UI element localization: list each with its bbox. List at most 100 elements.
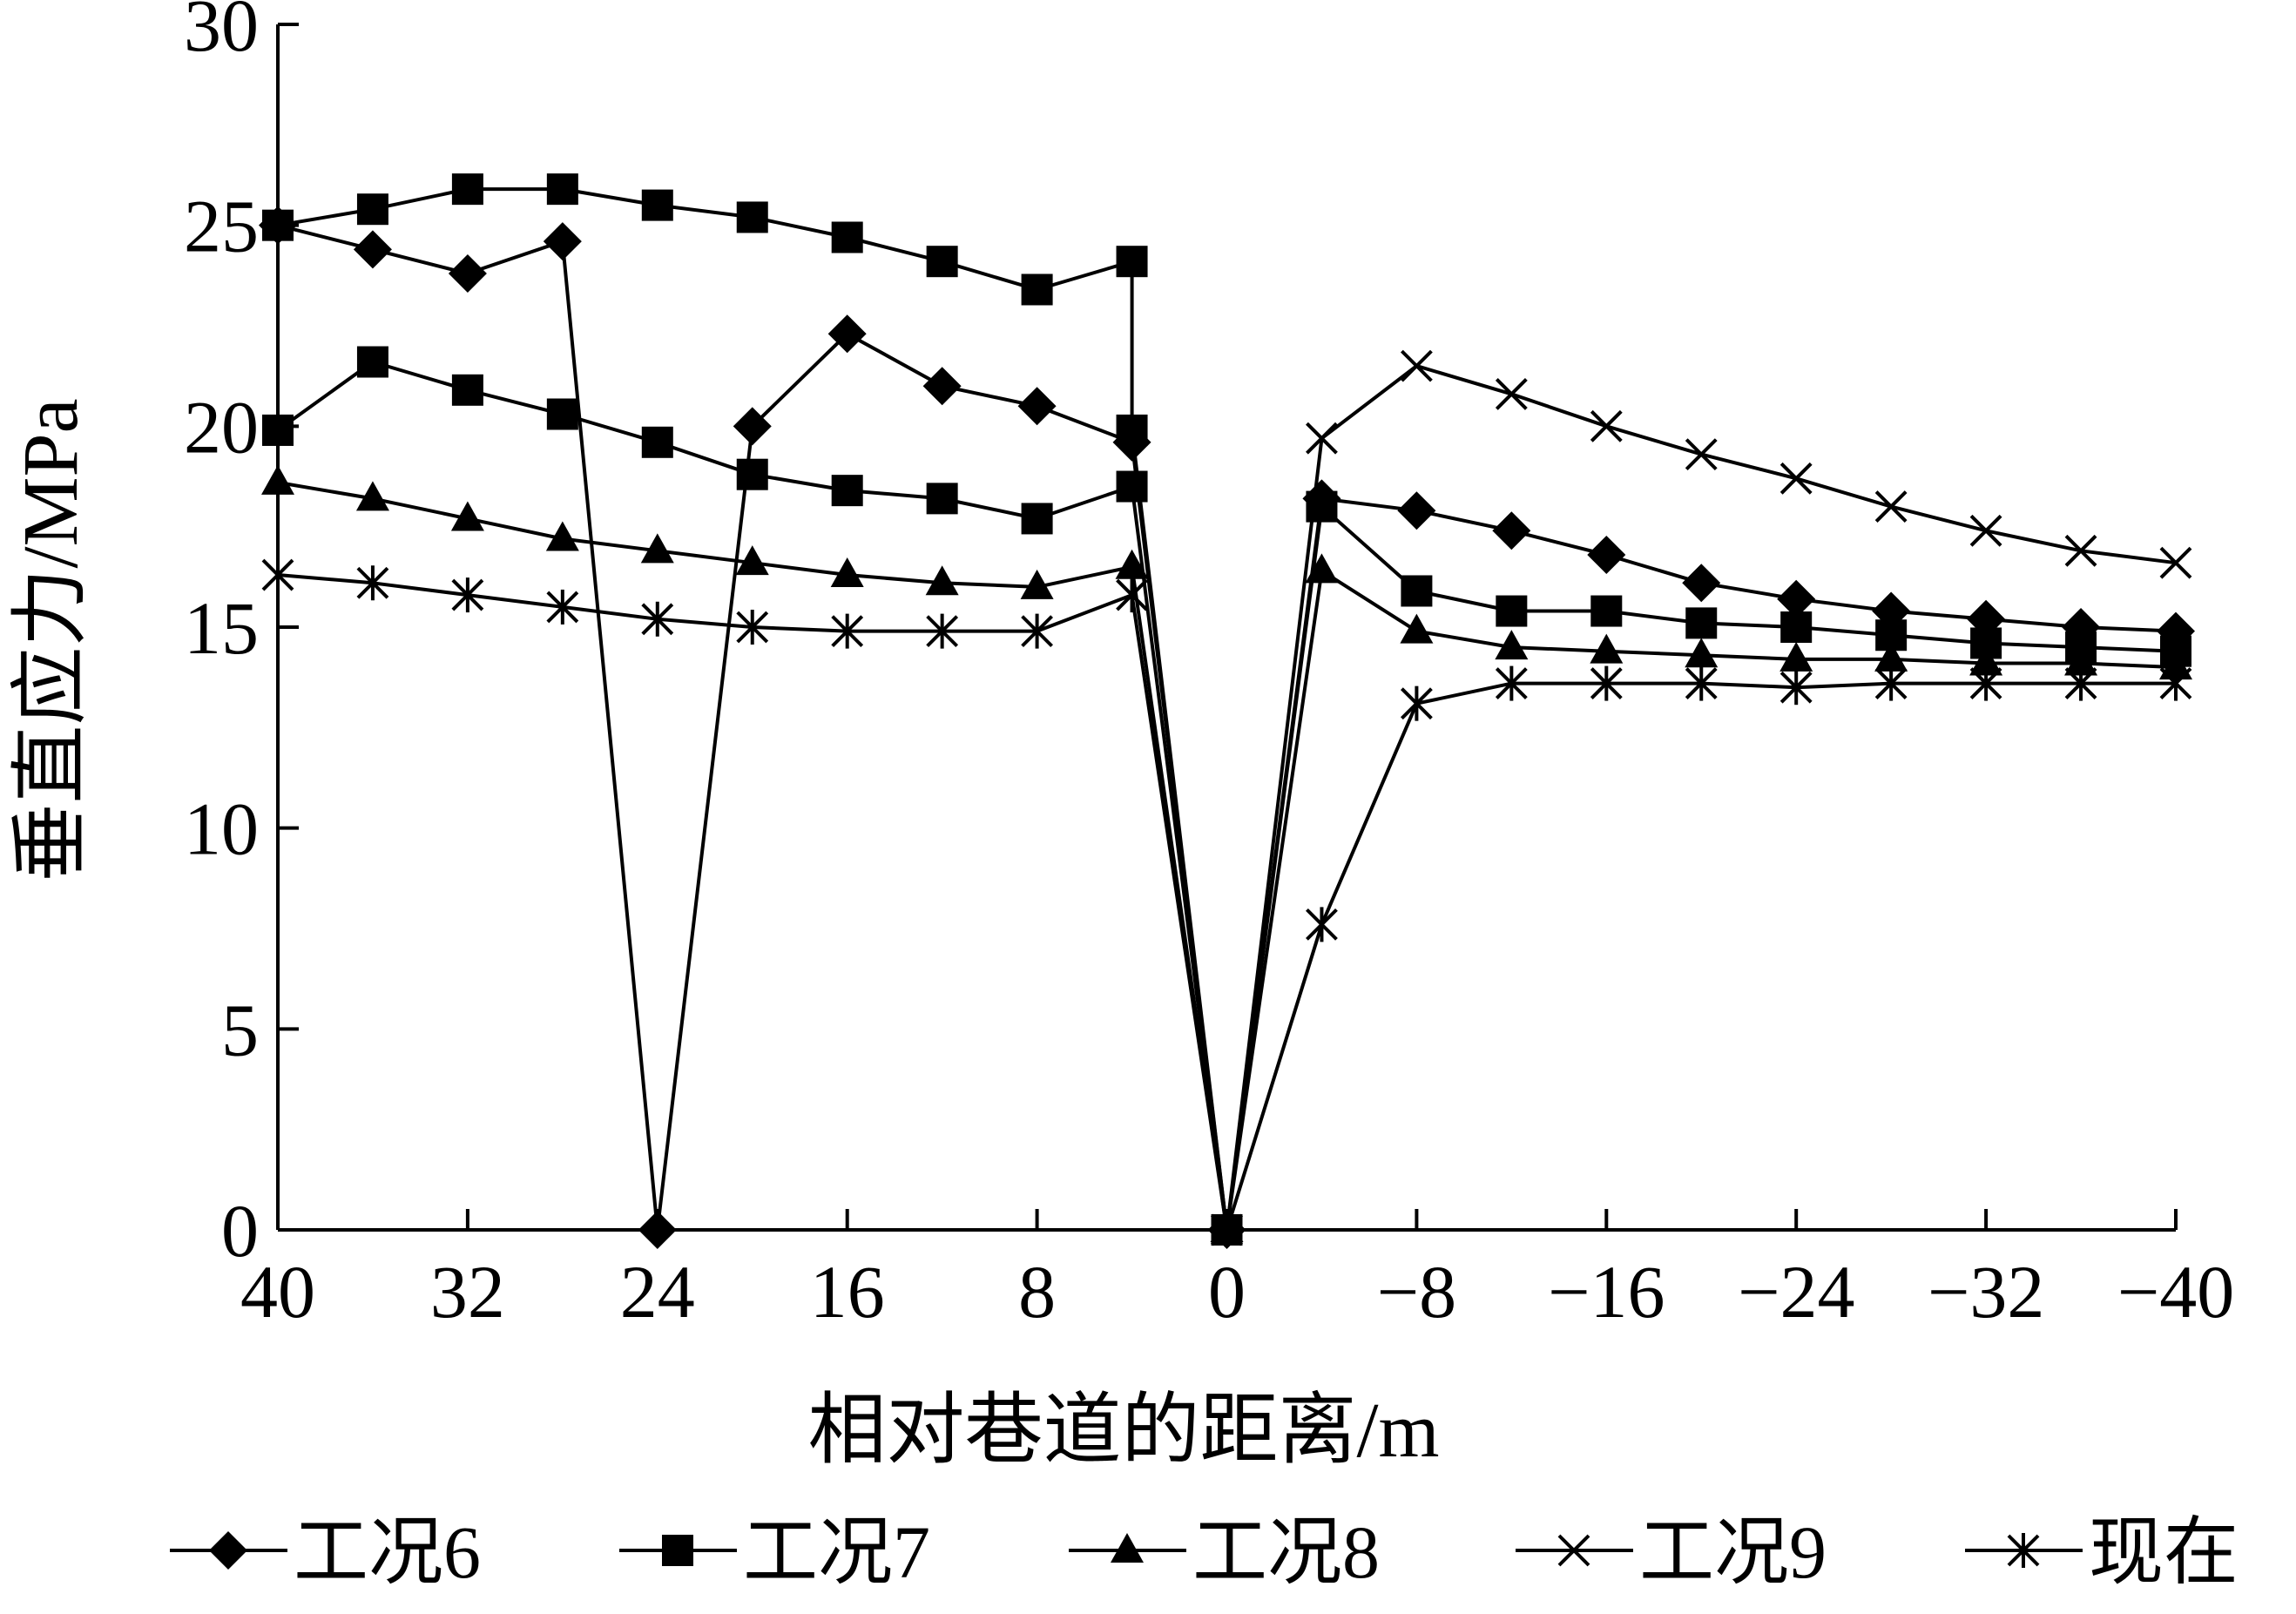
data-point xyxy=(641,189,673,221)
data-point xyxy=(1021,613,1054,649)
legend-marker xyxy=(1111,1533,1144,1563)
data-point xyxy=(831,475,863,507)
data-point xyxy=(1874,641,1908,672)
data-point xyxy=(831,613,864,649)
data-point xyxy=(1021,503,1053,535)
data-point xyxy=(451,577,484,613)
x-tick-label: 40 xyxy=(240,1250,315,1334)
data-point xyxy=(641,601,674,637)
legend-label: 工况8 xyxy=(1192,1510,1380,1594)
series-markers xyxy=(259,173,2195,1249)
data-point xyxy=(926,246,958,278)
legend: 工况6 工况7 工况8 工况9 现在 xyxy=(170,1510,2239,1594)
data-point xyxy=(546,398,578,430)
data-point xyxy=(1496,595,1528,627)
data-point xyxy=(827,314,867,354)
series-line-2-lower xyxy=(276,360,2177,1232)
data-point xyxy=(2159,665,2192,701)
data-point xyxy=(2064,665,2097,701)
data-point xyxy=(922,367,962,406)
x-tick-label: 0 xyxy=(1208,1250,1246,1334)
data-point xyxy=(448,254,487,294)
data-point xyxy=(926,613,959,649)
data-point xyxy=(1495,378,1528,410)
data-point xyxy=(736,201,768,233)
data-point xyxy=(1306,490,1338,523)
data-point xyxy=(1021,274,1053,306)
data-point xyxy=(831,221,863,253)
data-point xyxy=(546,173,578,206)
data-point xyxy=(1400,613,1434,644)
data-point xyxy=(1685,438,1718,471)
legend-label: 工况6 xyxy=(294,1510,481,1594)
data-point xyxy=(830,557,864,588)
data-point xyxy=(1116,414,1148,446)
legend-label: 工况9 xyxy=(1639,1510,1827,1594)
legend-item: 工况9 xyxy=(1516,1510,1827,1594)
x-tick-label: 24 xyxy=(620,1250,695,1334)
x-tick-label: −16 xyxy=(1548,1250,1665,1334)
y-tick-label: 15 xyxy=(184,586,259,670)
data-point xyxy=(1779,641,1813,672)
data-point xyxy=(545,521,579,551)
data-point xyxy=(1969,645,2003,676)
x-tick-label: −40 xyxy=(2117,1250,2235,1334)
data-point xyxy=(1400,349,1433,382)
x-axis-label: 相对巷道的距离/m xyxy=(807,1388,1439,1474)
data-point xyxy=(1590,633,1624,664)
data-point xyxy=(736,458,768,490)
data-point xyxy=(735,545,769,576)
legend-marker xyxy=(1557,1534,1590,1567)
y-axis-label: 垂直应力/MPa xyxy=(8,398,94,881)
data-point xyxy=(733,407,772,446)
data-point xyxy=(1779,462,1813,495)
x-tick-label: −32 xyxy=(1928,1250,2045,1334)
data-point xyxy=(736,610,769,645)
data-point xyxy=(450,501,484,531)
data-point xyxy=(641,426,673,458)
series-lines xyxy=(276,187,2177,1232)
data-point xyxy=(2159,546,2192,579)
data-point xyxy=(1305,553,1339,584)
data-point xyxy=(356,193,388,226)
legend-label: 现在 xyxy=(2089,1510,2239,1594)
series-line-4 xyxy=(1225,364,2177,1231)
legend-item: 工况8 xyxy=(1069,1510,1380,1594)
data-point xyxy=(1685,665,1718,701)
data-point xyxy=(1590,665,1623,701)
data-point xyxy=(640,533,674,564)
legend-marker xyxy=(662,1535,693,1566)
data-point xyxy=(1115,549,1149,579)
legend-item: 现在 xyxy=(1965,1510,2239,1594)
data-point xyxy=(1874,665,1908,701)
x-tick-label: 32 xyxy=(430,1250,505,1334)
x-tick-label: −24 xyxy=(1738,1250,1855,1334)
data-point xyxy=(1495,630,1529,660)
data-point xyxy=(1969,665,2002,701)
data-point xyxy=(356,346,388,378)
data-point xyxy=(1116,470,1148,503)
data-point xyxy=(1780,611,1813,643)
data-point xyxy=(1685,607,1718,639)
data-point xyxy=(1400,685,1433,721)
data-point xyxy=(1777,579,1816,618)
legend-marker xyxy=(209,1531,247,1570)
data-point xyxy=(2159,650,2192,680)
data-point xyxy=(1492,511,1531,550)
data-point xyxy=(1116,577,1148,613)
data-point xyxy=(1682,564,1721,603)
y-tick-label: 30 xyxy=(184,0,259,67)
data-point xyxy=(1495,665,1528,701)
data-point xyxy=(1590,409,1623,442)
data-point xyxy=(353,230,392,269)
data-point xyxy=(2064,534,2097,567)
y-tick-label: 10 xyxy=(184,787,259,871)
series-line-2 xyxy=(277,187,1229,1231)
data-point xyxy=(1874,490,1908,523)
data-point xyxy=(1397,491,1436,530)
data-point xyxy=(356,565,389,601)
data-point xyxy=(1306,907,1338,942)
y-tick-label: 0 xyxy=(221,1189,259,1273)
data-point xyxy=(543,222,582,261)
